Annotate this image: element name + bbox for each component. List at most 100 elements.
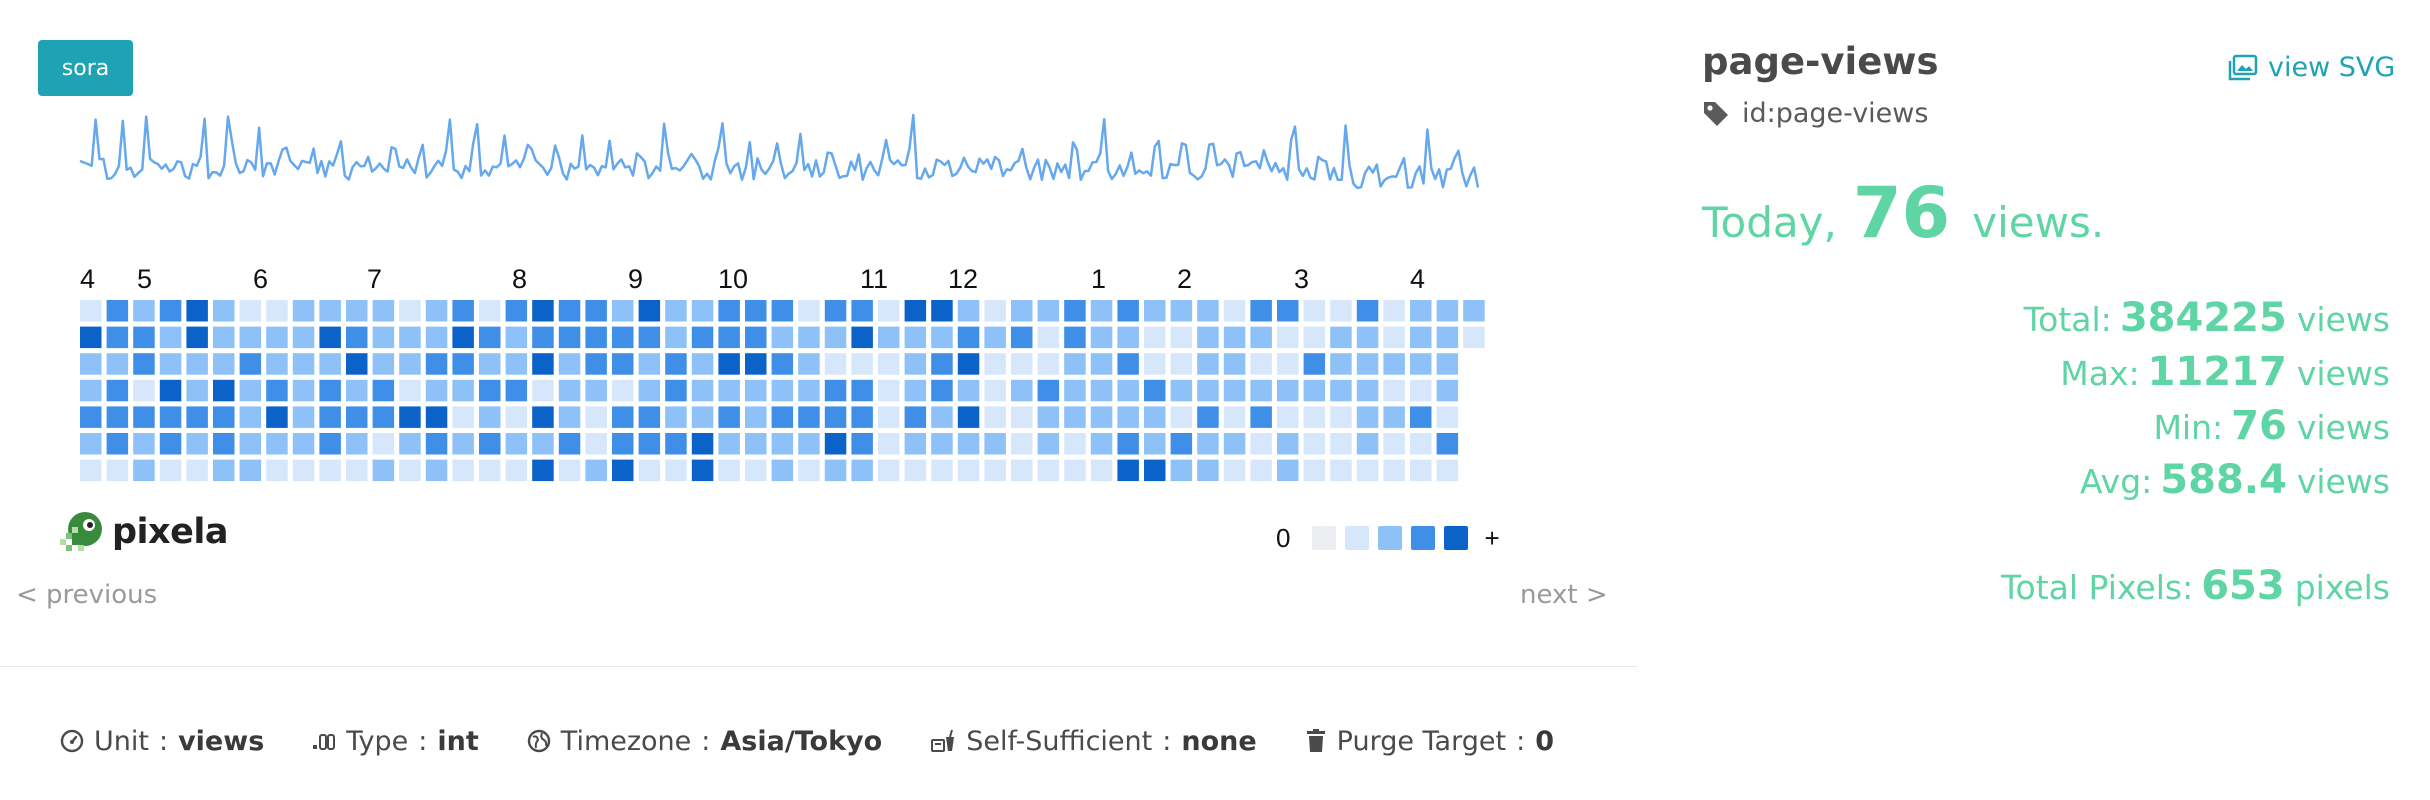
- heatmap-cell[interactable]: [133, 406, 155, 428]
- heatmap-cell[interactable]: [612, 353, 634, 375]
- heatmap-cell[interactable]: [1090, 326, 1113, 349]
- heatmap-cell[interactable]: [558, 300, 581, 322]
- heatmap-cell[interactable]: [1250, 300, 1272, 322]
- heatmap-cell[interactable]: [638, 353, 661, 375]
- heatmap-cell[interactable]: [558, 433, 581, 455]
- heatmap-cell[interactable]: [479, 433, 501, 455]
- heatmap-cell[interactable]: [1277, 433, 1299, 455]
- heatmap-cell[interactable]: [1090, 433, 1113, 455]
- heatmap-cell[interactable]: [718, 459, 740, 482]
- heatmap-cell[interactable]: [346, 326, 368, 349]
- heatmap-cell[interactable]: [213, 326, 235, 349]
- heatmap-cell[interactable]: [612, 326, 634, 349]
- heatmap-cell[interactable]: [479, 379, 501, 402]
- heatmap-cell[interactable]: [612, 433, 634, 455]
- heatmap-cell[interactable]: [957, 459, 980, 482]
- heatmap-cell[interactable]: [1223, 326, 1246, 349]
- heatmap-cell[interactable]: [213, 300, 235, 322]
- heatmap-cell[interactable]: [957, 406, 980, 428]
- heatmap-cell[interactable]: [824, 326, 847, 349]
- heatmap-cell[interactable]: [1037, 379, 1060, 402]
- heatmap-cell[interactable]: [1011, 353, 1033, 375]
- heatmap-cell[interactable]: [904, 379, 927, 402]
- heatmap-cell[interactable]: [1144, 406, 1166, 428]
- heatmap-cell[interactable]: [1330, 379, 1352, 402]
- heatmap-cell[interactable]: [798, 459, 820, 482]
- heatmap-cell[interactable]: [346, 406, 368, 428]
- heatmap-cell[interactable]: [585, 433, 607, 455]
- heatmap-cell[interactable]: [1144, 379, 1166, 402]
- heatmap-cell[interactable]: [266, 300, 288, 322]
- heatmap-cell[interactable]: [931, 459, 953, 482]
- heatmap-cell[interactable]: [319, 326, 341, 349]
- heatmap-cell[interactable]: [505, 353, 528, 375]
- heatmap-cell[interactable]: [798, 379, 820, 402]
- heatmap-cell[interactable]: [186, 406, 208, 428]
- heatmap-cell[interactable]: [186, 300, 208, 322]
- heatmap-cell[interactable]: [638, 406, 661, 428]
- heatmap-cell[interactable]: [1250, 353, 1272, 375]
- heatmap-cell[interactable]: [372, 326, 395, 349]
- next-link[interactable]: next >: [1520, 580, 1608, 610]
- heatmap-cell[interactable]: [159, 406, 182, 428]
- heatmap-cell[interactable]: [1436, 300, 1459, 322]
- heatmap-cell[interactable]: [612, 300, 634, 322]
- heatmap-cell[interactable]: [452, 353, 474, 375]
- heatmap-cell[interactable]: [1436, 353, 1459, 375]
- heatmap-cell[interactable]: [292, 379, 315, 402]
- heatmap-cell[interactable]: [851, 300, 873, 322]
- heatmap-cell[interactable]: [399, 459, 421, 482]
- heatmap-cell[interactable]: [399, 433, 421, 455]
- heatmap-cell[interactable]: [1383, 433, 1405, 455]
- heatmap-cell[interactable]: [665, 459, 687, 482]
- heatmap-cell[interactable]: [665, 353, 687, 375]
- heatmap-cell[interactable]: [824, 379, 847, 402]
- heatmap-cell[interactable]: [80, 459, 102, 482]
- heatmap-cell[interactable]: [612, 459, 634, 482]
- heatmap-cell[interactable]: [479, 353, 501, 375]
- heatmap-cell[interactable]: [425, 459, 448, 482]
- heatmap-cell[interactable]: [425, 379, 448, 402]
- heatmap-cell[interactable]: [133, 300, 155, 322]
- heatmap-cell[interactable]: [292, 353, 315, 375]
- heatmap-cell[interactable]: [106, 406, 129, 428]
- heatmap-cell[interactable]: [1410, 353, 1432, 375]
- heatmap-cell[interactable]: [319, 433, 341, 455]
- heatmap-cell[interactable]: [159, 433, 182, 455]
- heatmap-cell[interactable]: [1117, 433, 1139, 455]
- heatmap-cell[interactable]: [1037, 406, 1060, 428]
- heatmap-cell[interactable]: [1170, 353, 1193, 375]
- heatmap-cell[interactable]: [984, 326, 1006, 349]
- heatmap-cell[interactable]: [1117, 353, 1139, 375]
- heatmap-cell[interactable]: [266, 459, 288, 482]
- heatmap-cell[interactable]: [319, 406, 341, 428]
- heatmap-cell[interactable]: [957, 300, 980, 322]
- heatmap-cell[interactable]: [1356, 353, 1379, 375]
- heatmap-cell[interactable]: [1144, 353, 1166, 375]
- heatmap-cell[interactable]: [1277, 406, 1299, 428]
- heatmap-cell[interactable]: [665, 300, 687, 322]
- heatmap-cell[interactable]: [558, 326, 581, 349]
- heatmap-cell[interactable]: [1383, 300, 1405, 322]
- heatmap-cell[interactable]: [1037, 353, 1060, 375]
- heatmap-cell[interactable]: [452, 326, 474, 349]
- heatmap-cell[interactable]: [984, 300, 1006, 322]
- heatmap-cell[interactable]: [957, 326, 980, 349]
- heatmap-cell[interactable]: [106, 379, 129, 402]
- heatmap-cell[interactable]: [505, 406, 528, 428]
- heatmap-cell[interactable]: [186, 459, 208, 482]
- heatmap-cell[interactable]: [558, 379, 581, 402]
- heatmap-cell[interactable]: [1117, 326, 1139, 349]
- heatmap-cell[interactable]: [425, 300, 448, 322]
- heatmap-cell[interactable]: [558, 353, 581, 375]
- heatmap-cell[interactable]: [239, 433, 262, 455]
- heatmap-cell[interactable]: [691, 326, 714, 349]
- heatmap-cell[interactable]: [372, 459, 395, 482]
- heatmap-cell[interactable]: [798, 353, 820, 375]
- heatmap-cell[interactable]: [851, 326, 873, 349]
- heatmap-cell[interactable]: [1170, 379, 1193, 402]
- heatmap-cell[interactable]: [1037, 326, 1060, 349]
- heatmap-cell[interactable]: [745, 379, 767, 402]
- heatmap-cell[interactable]: [851, 406, 873, 428]
- heatmap-cell[interactable]: [984, 379, 1006, 402]
